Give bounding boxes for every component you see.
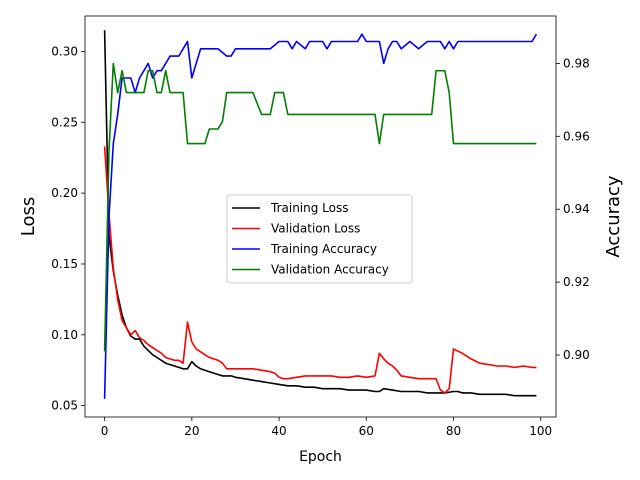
series-layer [103, 30, 538, 399]
y-left-tick-label: 0.15 [51, 257, 78, 271]
x-tick-label: 100 [529, 424, 552, 438]
plot-frame [84, 15, 557, 418]
legend-box [226, 194, 413, 284]
series-line-validation-loss [103, 146, 537, 394]
y-left-tick-label: 0.10 [51, 328, 78, 342]
y-right-tick-label: 0.94 [563, 202, 590, 216]
legend-label: Training Loss [270, 201, 348, 215]
x-tick-label: 60 [359, 424, 374, 438]
legend-label: Training Accuracy [270, 242, 377, 256]
series-line-training-loss [103, 30, 537, 397]
y-left-tick-label: 0.05 [51, 399, 78, 413]
legend: Training Loss Validation Loss Training Acc… [226, 194, 413, 284]
x-axis-title: Epoch [299, 449, 342, 465]
y-left-tick-label: 0.20 [51, 186, 78, 200]
y-left-tick-label: 0.25 [51, 115, 78, 129]
y-right-tick-label: 0.90 [563, 348, 590, 362]
series-line-validation-accuracy [103, 62, 537, 352]
y-right-tick-label: 0.96 [563, 129, 590, 143]
y-axis-left-title: Loss [18, 197, 39, 236]
x-tick-label: 40 [271, 424, 286, 438]
x-tick-label: 80 [446, 424, 461, 438]
y-axis-right-title: Accuracy [603, 175, 624, 258]
x-tick-label: 20 [184, 424, 199, 438]
x-tick-label: 0 [101, 424, 109, 438]
y-right-tick-label: 0.92 [563, 275, 590, 289]
y-right-tick-label: 0.98 [563, 56, 590, 70]
legend-label: Validation Accuracy [271, 263, 389, 277]
ticks-layer: 0 20 40 60 80 100 0.05 0.10 0.15 0.20 0.25 0.30 0.90… [51, 44, 589, 438]
series-line-training-accuracy [103, 33, 538, 399]
y-left-tick-label: 0.30 [51, 44, 78, 58]
legend-label: Validation Loss [271, 222, 360, 236]
